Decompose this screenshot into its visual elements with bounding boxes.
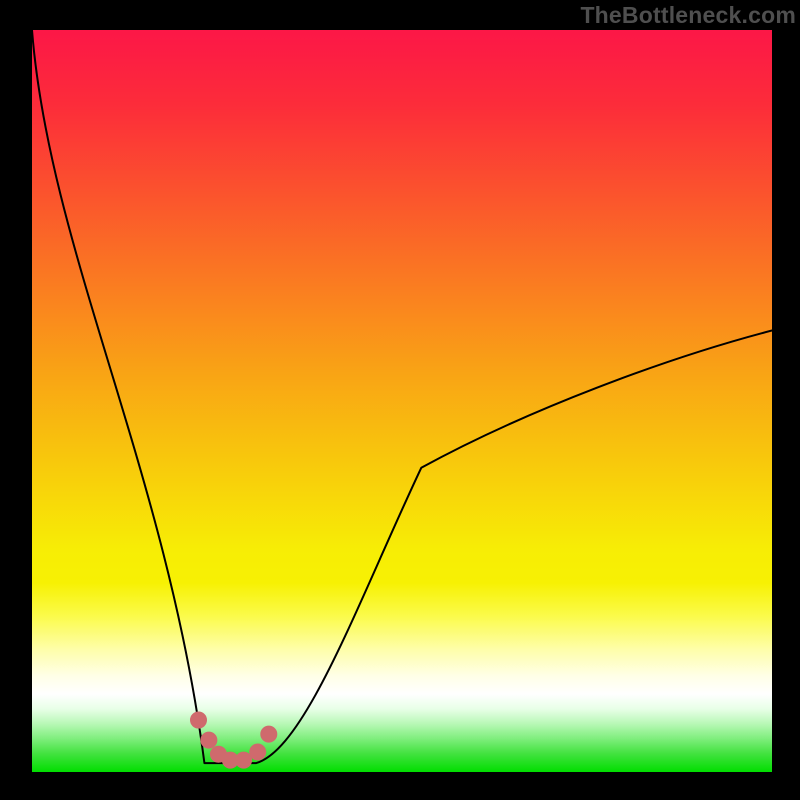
marker-dot (201, 732, 217, 748)
chart-svg (0, 0, 800, 800)
marker-dot (261, 726, 277, 742)
attribution-text: TheBottleneck.com (580, 2, 796, 29)
marker-dot (250, 744, 266, 760)
plot-area (32, 30, 772, 772)
marker-dot (236, 752, 252, 768)
chart-stage: TheBottleneck.com (0, 0, 800, 800)
marker-dot (191, 712, 207, 728)
